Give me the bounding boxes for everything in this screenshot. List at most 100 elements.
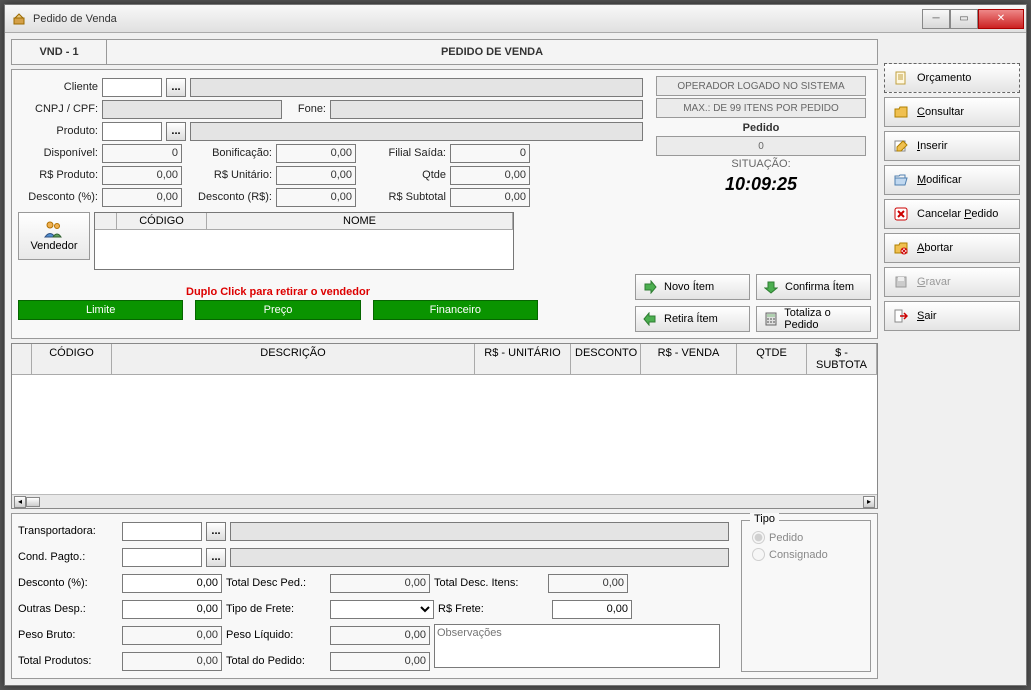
rssubtotal-label: R$ Subtotal [360, 191, 446, 203]
vendedor-label: Vendedor [30, 240, 77, 252]
produto-name-input[interactable] [190, 122, 643, 141]
tipo-fieldset: Tipo Pedido Consignado [741, 520, 871, 672]
transportadora-code-input[interactable] [122, 522, 202, 541]
pedido-label: Pedido [743, 122, 780, 134]
descontopct-label: Desconto (%): [18, 191, 98, 203]
limite-button[interactable]: Limite [18, 300, 183, 320]
totaldescitens-field [548, 574, 628, 593]
retira-item-button[interactable]: Retira Ítem [635, 306, 750, 332]
cliente-lookup-button[interactable]: ... [166, 78, 186, 97]
people-icon [43, 220, 65, 238]
grid-scrollbar[interactable]: ◂ ▸ [12, 494, 877, 508]
arrow-right-icon [642, 279, 658, 295]
minimize-button[interactable]: ─ [922, 9, 950, 29]
fone-input[interactable] [330, 100, 643, 119]
cliente-label: Cliente [18, 81, 98, 93]
descontopct2-input[interactable] [122, 574, 222, 593]
clock: 10:09:25 [725, 174, 797, 195]
grid-col-descricao: DESCRIÇÃO [112, 344, 475, 374]
tipofrete-select[interactable] [330, 600, 434, 619]
condpagto-lookup-button[interactable]: ... [206, 548, 226, 567]
grid-col-desconto: DESCONTO [571, 344, 641, 374]
pesoliq-field [330, 626, 430, 645]
transportadora-lookup-button[interactable]: ... [206, 522, 226, 541]
pesobruto-field [122, 626, 222, 645]
scroll-right-icon[interactable]: ▸ [863, 496, 875, 508]
financeiro-button[interactable]: Financeiro [373, 300, 538, 320]
descontopct2-label: Desconto (%): [18, 577, 118, 589]
situacao-label: SITUAÇÃO: [731, 158, 790, 170]
vendor-row-header [95, 213, 117, 229]
sair-button[interactable]: Sair [884, 301, 1020, 331]
header-row: VND - 1 PEDIDO DE VENDA [11, 39, 878, 65]
cancelar-pedido-button[interactable]: Cancelar Pedido [884, 199, 1020, 229]
totaldescped-label: Total Desc Ped.: [226, 577, 326, 589]
produto-code-input[interactable] [102, 122, 162, 141]
document-icon [893, 70, 909, 86]
vendor-col-nome: NOME [207, 213, 513, 229]
warning-text: Duplo Click para retirar o vendedor [186, 286, 370, 298]
grid-row-header [12, 344, 32, 374]
produto-label: Produto: [18, 125, 98, 137]
cliente-name-input[interactable] [190, 78, 643, 97]
scroll-thumb[interactable] [26, 497, 40, 507]
qtde-field [450, 166, 530, 185]
vendor-table: CÓDIGO NOME [94, 212, 514, 270]
arrow-down-icon [763, 279, 779, 295]
header-title: PEDIDO DE VENDA [107, 39, 878, 65]
pencil-icon [893, 138, 909, 154]
rsunit-label: R$ Unitário: [186, 169, 272, 181]
descontors-field [276, 188, 356, 207]
grid-body[interactable] [12, 375, 877, 494]
condpagto-name-input[interactable] [230, 548, 729, 567]
rsfrete-label: R$ Frete: [438, 603, 548, 615]
totaldescped-field [330, 574, 430, 593]
orcamento-button[interactable]: Orçamento [884, 63, 1020, 93]
pesoliq-label: Peso Líquido: [226, 629, 326, 641]
outras-input[interactable] [122, 600, 222, 619]
radio-consignado[interactable]: Consignado [752, 548, 860, 561]
outras-label: Outras Desp.: [18, 603, 118, 615]
inserir-button[interactable]: Inserir [884, 131, 1020, 161]
transportadora-name-input[interactable] [230, 522, 729, 541]
calculator-icon [763, 311, 778, 327]
abortar-button[interactable]: Abortar [884, 233, 1020, 263]
totalpedido-field [330, 652, 430, 671]
items-grid: CÓDIGO DESCRIÇÃO R$ - UNITÁRIO DESCONTO … [11, 343, 878, 509]
abort-icon [893, 240, 909, 256]
app-icon [11, 11, 27, 27]
cnpj-input[interactable] [102, 100, 282, 119]
produto-lookup-button[interactable]: ... [166, 122, 186, 141]
radio-pedido[interactable]: Pedido [752, 531, 860, 544]
rsproduto-label: R$ Produto: [18, 169, 98, 181]
rsfrete-input[interactable] [552, 600, 632, 619]
confirma-item-button[interactable]: Confirma Ítem [756, 274, 871, 300]
totalpedido-label: Total do Pedido: [226, 655, 326, 667]
cliente-code-input[interactable] [102, 78, 162, 97]
filial-label: Filial Saída: [360, 147, 446, 159]
rsunit-field [276, 166, 356, 185]
grid-col-unit: R$ - UNITÁRIO [475, 344, 571, 374]
totaliza-button[interactable]: Totaliza o Pedido [756, 306, 871, 332]
preco-button[interactable]: Preço [195, 300, 360, 320]
rsproduto-field [102, 166, 182, 185]
condpagto-code-input[interactable] [122, 548, 202, 567]
sidebar: Orçamento CConsultaronsultar Inserir Mod… [884, 39, 1020, 679]
folder-open-icon [893, 172, 909, 188]
totaldescitens-label: Total Desc. Itens: [434, 577, 544, 589]
observacoes-textarea[interactable] [434, 624, 720, 668]
descontopct-field [102, 188, 182, 207]
titlebar: Pedido de Venda ─ ▭ ✕ [5, 5, 1026, 33]
maximize-button[interactable]: ▭ [950, 9, 978, 29]
descontors-label: Desconto (R$): [186, 191, 272, 203]
gravar-button[interactable]: Gravar [884, 267, 1020, 297]
modificar-button[interactable]: Modificar [884, 165, 1020, 195]
scroll-left-icon[interactable]: ◂ [14, 496, 26, 508]
vendor-col-codigo: CÓDIGO [117, 213, 207, 229]
close-button[interactable]: ✕ [978, 9, 1024, 29]
main-window: Pedido de Venda ─ ▭ ✕ VND - 1 PEDIDO DE … [4, 4, 1027, 686]
bottom-form-panel: Transportadora: ... Cond. Pagto.: ... [11, 513, 878, 679]
novo-item-button[interactable]: Novo Ítem [635, 274, 750, 300]
consultar-button[interactable]: CConsultaronsultar [884, 97, 1020, 127]
vendedor-button[interactable]: Vendedor [18, 212, 90, 260]
